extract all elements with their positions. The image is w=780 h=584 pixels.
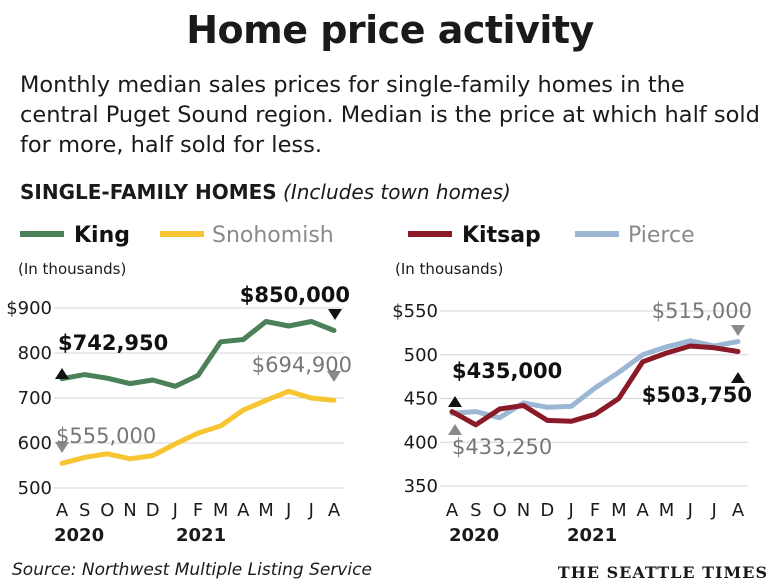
legend-label-kitsap: Kitsap xyxy=(462,223,541,248)
y-tick-label: 500 xyxy=(18,478,52,499)
x-tick-label: A xyxy=(732,500,745,521)
x-tick-label: A xyxy=(446,500,459,521)
annotation-label-pierce: $515,000 xyxy=(652,299,752,323)
y-tick-label: 700 xyxy=(18,388,52,409)
annotation-label-snohomish: $694,900 xyxy=(252,353,352,377)
annotation-label-snohomish: $555,000 xyxy=(56,424,156,448)
section-heading: SINGLE-FAMILY HOMES (Includes town homes… xyxy=(20,180,511,204)
legend-label-king: King xyxy=(74,223,130,248)
x-tick-label: M xyxy=(213,500,229,521)
series-line-pierce xyxy=(449,338,741,421)
y-tick-label: 800 xyxy=(18,343,52,364)
annotation-label-kitsap: $435,000 xyxy=(452,359,562,383)
y-tick-label: 450 xyxy=(404,389,438,410)
x-tick-label: O xyxy=(100,500,114,521)
publisher-logo: THE SEATTLE TIMES xyxy=(557,563,768,582)
annotation-label-king: $742,950 xyxy=(58,331,168,355)
year-label: 2021 xyxy=(176,525,226,546)
series-line-snohomish xyxy=(59,388,337,466)
year-label: 2021 xyxy=(567,525,617,546)
year-label: 2020 xyxy=(54,525,104,546)
x-tick-label: A xyxy=(328,500,341,521)
x-tick-label: A xyxy=(637,500,650,521)
unit-label: (In thousands) xyxy=(18,260,126,278)
legend-label-pierce: Pierce xyxy=(628,223,695,248)
x-tick-label: M xyxy=(659,500,675,521)
annotation-pointer xyxy=(731,372,745,383)
x-tick-label: O xyxy=(493,500,507,521)
legend-label-snohomish: Snohomish xyxy=(212,223,334,248)
annotation-pointer xyxy=(55,368,69,379)
annotation-pointer xyxy=(328,309,342,320)
x-tick-label: A xyxy=(56,500,69,521)
annotation-label-pierce: $433,250 xyxy=(452,435,552,459)
y-tick-label: 350 xyxy=(404,476,438,497)
x-tick-label: S xyxy=(79,500,90,521)
x-tick-label: N xyxy=(517,500,530,521)
x-tick-label: S xyxy=(470,500,481,521)
x-tick-label: F xyxy=(590,500,600,521)
x-tick-label: A xyxy=(237,500,250,521)
x-tick-label: J xyxy=(568,500,574,521)
x-tick-label: N xyxy=(123,500,136,521)
y-tick-label: 600 xyxy=(18,433,52,454)
x-tick-label: M xyxy=(258,500,274,521)
annotation-label-kitsap: $503,750 xyxy=(642,383,752,407)
y-tick-label: $900 xyxy=(6,298,52,319)
x-tick-label: J xyxy=(687,500,693,521)
series-line-king xyxy=(59,319,337,389)
x-tick-label: D xyxy=(146,500,160,521)
source-note: Source: Northwest Multiple Listing Servi… xyxy=(12,560,372,580)
annotation-pointer xyxy=(731,325,745,336)
section-heading-bold: SINGLE-FAMILY HOMES xyxy=(20,180,277,204)
y-tick-label: $550 xyxy=(392,301,438,322)
x-tick-label: F xyxy=(193,500,203,521)
x-tick-label: D xyxy=(540,500,554,521)
year-label: 2020 xyxy=(449,525,499,546)
unit-label: (In thousands) xyxy=(395,260,503,278)
x-tick-label: M xyxy=(611,500,627,521)
series-line-kitsap xyxy=(449,343,741,428)
annotation-pointer xyxy=(448,396,462,407)
page-title: Home price activity xyxy=(186,8,594,52)
y-tick-label: 400 xyxy=(404,432,438,453)
annotation-pointer xyxy=(55,442,69,453)
annotation-pointer xyxy=(327,371,341,382)
x-tick-label: J xyxy=(711,500,717,521)
x-tick-label: J xyxy=(308,500,314,521)
chart-description: Monthly median sales prices for single-f… xyxy=(20,72,760,158)
x-tick-label: J xyxy=(285,500,291,521)
x-tick-label: J xyxy=(172,500,178,521)
annotation-label-king: $850,000 xyxy=(240,283,350,307)
y-tick-label: 500 xyxy=(404,345,438,366)
annotation-pointer xyxy=(448,424,462,435)
section-heading-note: (Includes town homes) xyxy=(283,180,511,204)
